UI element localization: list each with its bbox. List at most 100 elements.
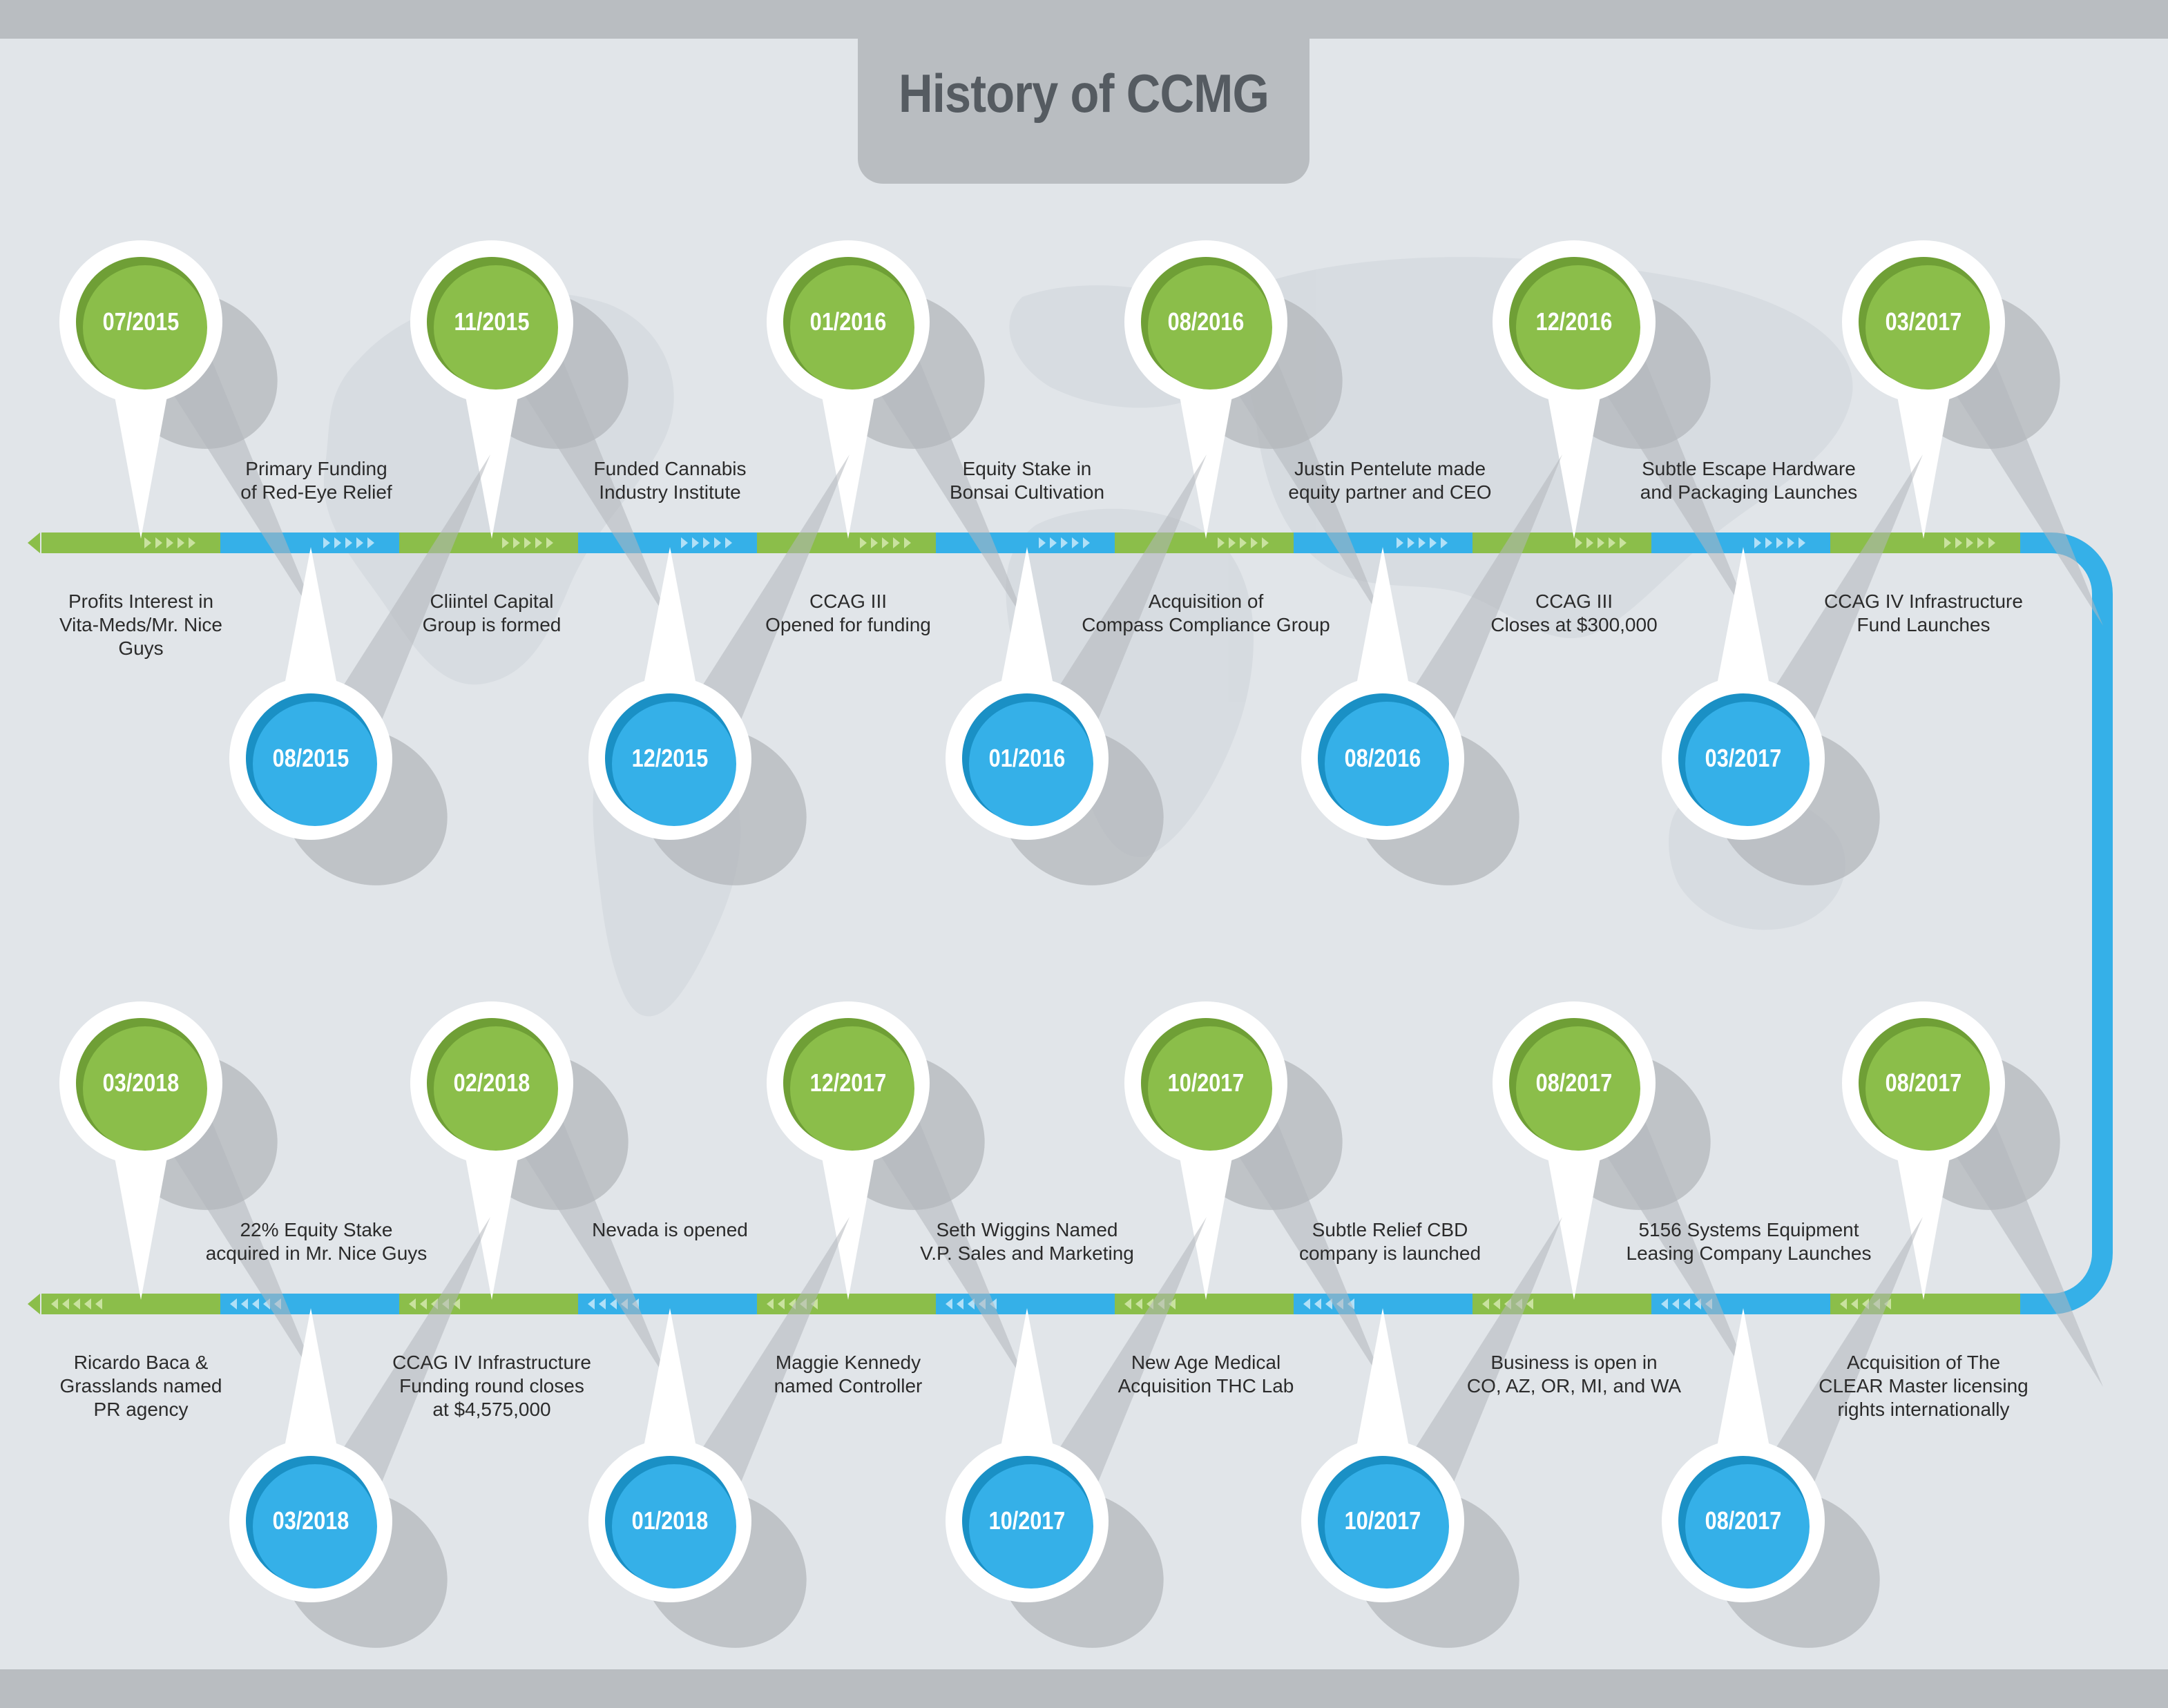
top-row-pin-down-shadow-tail: [1729, 454, 1923, 758]
top-timeline-chevron: [1776, 537, 1783, 548]
bottom-row-pin-up-date: 08/2017: [1885, 1068, 1962, 1097]
bottom-row-event-above: Subtle Relief CBD company is launched: [1298, 1219, 1481, 1264]
top-row-event-above: Justin Pentelute made equity partner and …: [1288, 458, 1492, 503]
bottom-row-pin-down-shadow-tail: [1729, 1217, 1923, 1521]
bottom-row-pin-up-stem: [1892, 1131, 1955, 1300]
bottom-timeline-chevron: [51, 1298, 58, 1309]
top-row-pin-up-disc: [1516, 265, 1640, 390]
top-timeline-chevron: [367, 537, 374, 548]
top-timeline-chevron: [524, 537, 531, 548]
bottom-band: [0, 1669, 2168, 1708]
title-tab: [858, 39, 1310, 184]
top-row-pin-up-shadow-tail: [478, 322, 671, 626]
bottom-timeline-chevron: [588, 1298, 595, 1309]
bottom-timeline-chevron: [778, 1298, 785, 1309]
top-row-pin-up-date: 12/2016: [1535, 307, 1613, 336]
top-row-pin-down-date: 08/2016: [1344, 744, 1421, 772]
top-row-pin-up-disc: [83, 265, 207, 390]
bottom-timeline-chevron: [1884, 1298, 1891, 1309]
bottom-timeline-chevron: [1672, 1298, 1679, 1309]
top-row-pin-down-disc: [253, 702, 377, 826]
top-row-pin-up-shadow-tail: [127, 322, 320, 626]
bottom-row-pin-up: [767, 1001, 1028, 1387]
bottom-timeline-chevron: [968, 1298, 975, 1309]
bottom-timeline-chevron: [1482, 1298, 1489, 1309]
bottom-row-event-above: 22% Equity Stake acquired in Mr. Nice Guy…: [205, 1219, 428, 1264]
top-row-pin-down: [1662, 454, 1923, 885]
top-row-pin-down-stem: [639, 547, 701, 710]
bottom-timeline-chevron: [252, 1298, 259, 1309]
bottom-row-pin-down-shadow-tail: [1369, 1217, 1562, 1521]
bottom-timeline-chevron: [610, 1298, 617, 1309]
top-row-pin-up: [1842, 240, 2103, 626]
bottom-row-pin-down-disc: [969, 1464, 1093, 1589]
bottom-row-pin-up-date: 03/2018: [102, 1068, 180, 1097]
bottom-row-pin-down-stem: [1712, 1308, 1774, 1472]
bottom-row-pin-up-shadow-tail: [1560, 1083, 1754, 1387]
top-row-pin-up-date: 03/2017: [1885, 307, 1962, 336]
top-timeline-chevron: [535, 537, 542, 548]
bottom-timeline-segment: [1472, 1294, 1651, 1314]
bottom-row-pin-up: [1124, 1001, 1385, 1387]
top-timeline-chevron: [1754, 537, 1761, 548]
top-row-pin-up-stem: [1175, 370, 1237, 539]
bottom-timeline-chevron: [1840, 1298, 1847, 1309]
top-row-pin-down-stem: [280, 547, 342, 710]
bottom-timeline-chevron: [95, 1298, 102, 1309]
top-timeline-chevron: [1955, 537, 1962, 548]
bottom-row-pin-up-date: 12/2017: [809, 1068, 887, 1097]
bottom-timeline-chevron: [1314, 1298, 1321, 1309]
top-timeline-chevron: [546, 537, 553, 548]
top-timeline-chevron: [1218, 537, 1225, 548]
bottom-timeline-chevron: [957, 1298, 963, 1309]
top-row-pin-up: [1124, 240, 1385, 626]
timeline-bars: [28, 532, 2113, 1314]
bottom-row-pin-up-shadow-tail: [478, 1083, 671, 1387]
top-row-pin-down-stem: [1712, 547, 1774, 710]
bottom-row-pin-up-disc: [790, 1026, 914, 1151]
bottom-timeline-chevron: [811, 1298, 818, 1309]
top-timeline-chevron: [681, 537, 688, 548]
bottom-row-pin-up-date: 08/2017: [1535, 1068, 1613, 1097]
bottom-timeline-chevron: [1661, 1298, 1668, 1309]
bottom-row-pin-down-shadow-tail: [297, 1217, 490, 1521]
top-timeline-chevron: [860, 537, 867, 548]
top-row-pin-down: [588, 454, 850, 885]
top-row-event-below: CCAG III Closes at $300,000: [1490, 591, 1658, 635]
bottom-row-pin-down-date: 10/2017: [1344, 1506, 1421, 1535]
top-row-pin-down-stem: [1352, 547, 1414, 710]
top-timeline-chevron: [1620, 537, 1627, 548]
bottom-timeline-segment: [399, 1294, 578, 1314]
bottom-timeline-chevron: [1135, 1298, 1142, 1309]
top-row-pin-down: [1301, 454, 1562, 885]
bottom-timeline-chevron: [409, 1298, 416, 1309]
top-timeline-chevron: [1944, 537, 1951, 548]
top-row-event-above: Subtle Escape Hardware and Packaging Laun…: [1640, 458, 1858, 503]
top-timeline-chevron: [1262, 537, 1269, 548]
top-timeline-chevron: [502, 537, 509, 548]
bottom-row-pin-up-shadow-tail: [1192, 1083, 1385, 1387]
bottom-row-pin-up-shadow-tail: [834, 1083, 1028, 1387]
bottom-row-pin-down-date: 01/2018: [631, 1506, 709, 1535]
top-timeline-chevron: [1419, 537, 1426, 548]
bottom-row-pin-down-disc: [253, 1464, 377, 1589]
bottom-row-pin-up-stem: [461, 1131, 523, 1300]
bottom-row-pin-up-disc: [83, 1026, 207, 1151]
top-timeline-chevron: [714, 537, 721, 548]
bottom-row-pin-down-shadow-tail: [1013, 1217, 1207, 1521]
top-row-pin-down-date: 08/2015: [272, 744, 349, 772]
top-timeline-chevron: [904, 537, 911, 548]
bottom-timeline-chevron: [453, 1298, 460, 1309]
top-timeline-chevron: [1977, 537, 1984, 548]
top-timeline-chevron: [1229, 537, 1236, 548]
timeline-connector: [2017, 532, 2113, 1314]
bottom-timeline-segment: [936, 1294, 1115, 1314]
top-timeline-chevron: [1765, 537, 1772, 548]
top-timeline-chevron: [144, 537, 151, 548]
bottom-row-pin-down-stem: [1352, 1308, 1414, 1472]
bottom-timeline-chevron: [1303, 1298, 1310, 1309]
bottom-row-event-below: Maggie Kennedy named Controller: [774, 1352, 923, 1397]
bottom-timeline-chevron: [946, 1298, 952, 1309]
top-row-pin-up-shadow-tail: [834, 322, 1028, 626]
